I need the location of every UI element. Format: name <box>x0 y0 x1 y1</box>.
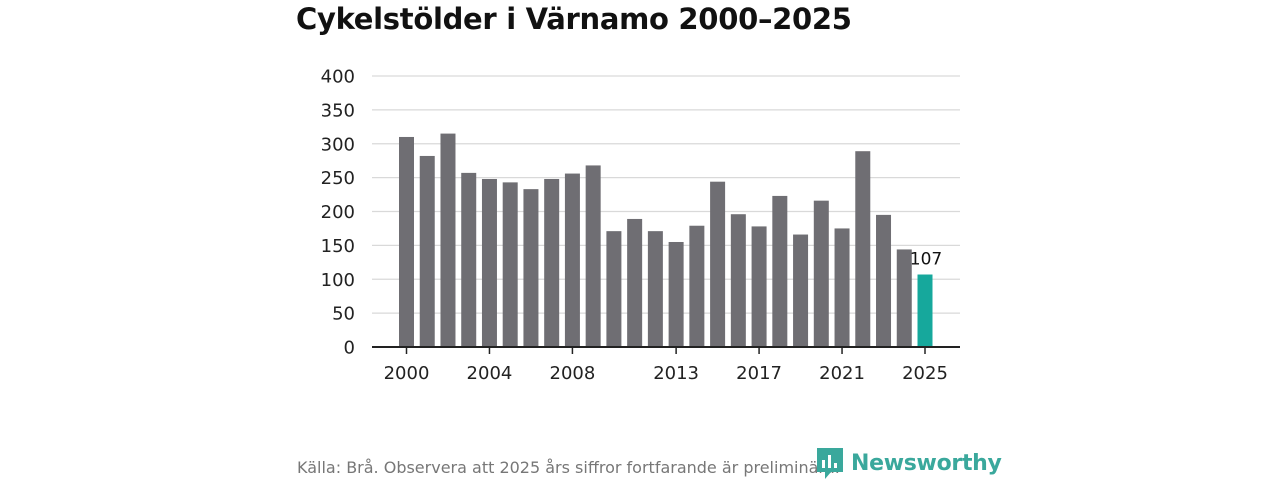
bar-2018 <box>772 195 788 347</box>
bar-2013 <box>668 241 684 347</box>
x-tick-label: 2008 <box>550 363 596 384</box>
x-tick-label: 2013 <box>653 363 699 384</box>
y-tick-label: 100 <box>321 270 355 291</box>
bar-2010 <box>606 231 622 347</box>
bar-2021 <box>834 228 850 347</box>
bar-2025 <box>917 274 933 347</box>
bar-2006 <box>523 189 539 347</box>
bar-2007 <box>544 178 560 347</box>
bar-2012 <box>647 231 663 347</box>
bar-2009 <box>585 165 601 347</box>
bar-2022 <box>855 151 871 347</box>
bar-2019 <box>793 234 809 347</box>
chart-title: Cykelstölder i Värnamo 2000–2025 <box>296 2 852 36</box>
bar-2004 <box>481 178 497 347</box>
logo-text: Newsworthy <box>851 450 1002 476</box>
bars <box>399 133 933 347</box>
y-tick-label: 400 <box>321 67 355 88</box>
source-note: Källa: Brå. Observera att 2025 års siffr… <box>297 458 840 477</box>
data-label: 107 <box>910 250 942 270</box>
bar-2020 <box>813 200 829 347</box>
y-axis-ticks: 0 50 100 150 200 250 300 350 400 <box>321 67 355 359</box>
data-labels: 107 <box>910 250 942 270</box>
y-tick-label: 300 <box>321 134 355 155</box>
bar-2001 <box>419 155 435 347</box>
x-tick-label: 2021 <box>819 363 865 384</box>
bar-2017 <box>751 226 767 347</box>
y-tick-label: 350 <box>321 100 355 121</box>
y-tick-label: 0 <box>344 338 355 359</box>
newsworthy-logo: Newsworthy <box>815 446 1002 480</box>
bar-2005 <box>502 182 518 347</box>
x-axis-ticks: 2000 2004 2008 2013 2017 2021 2025 <box>384 347 948 384</box>
bar-2008 <box>564 173 580 347</box>
x-tick-label: 2025 <box>902 363 948 384</box>
bar-2015 <box>710 181 726 347</box>
y-tick-label: 150 <box>321 236 355 257</box>
y-tick-label: 200 <box>321 202 355 223</box>
x-tick-label: 2004 <box>467 363 513 384</box>
x-tick-label: 2000 <box>384 363 430 384</box>
bar-chart-speech-bubble-icon <box>815 446 845 480</box>
y-tick-label: 50 <box>332 304 355 325</box>
bar-2002 <box>440 133 456 347</box>
bar-2024 <box>896 249 912 347</box>
bar-2011 <box>627 218 643 347</box>
bar-2003 <box>461 172 477 347</box>
bar-2014 <box>689 225 705 347</box>
bar-2016 <box>730 214 746 347</box>
bar-2000 <box>399 136 414 347</box>
gridlines <box>372 75 960 314</box>
x-tick-label: 2017 <box>736 363 782 384</box>
bar-2023 <box>876 214 892 347</box>
y-tick-label: 250 <box>321 168 355 189</box>
